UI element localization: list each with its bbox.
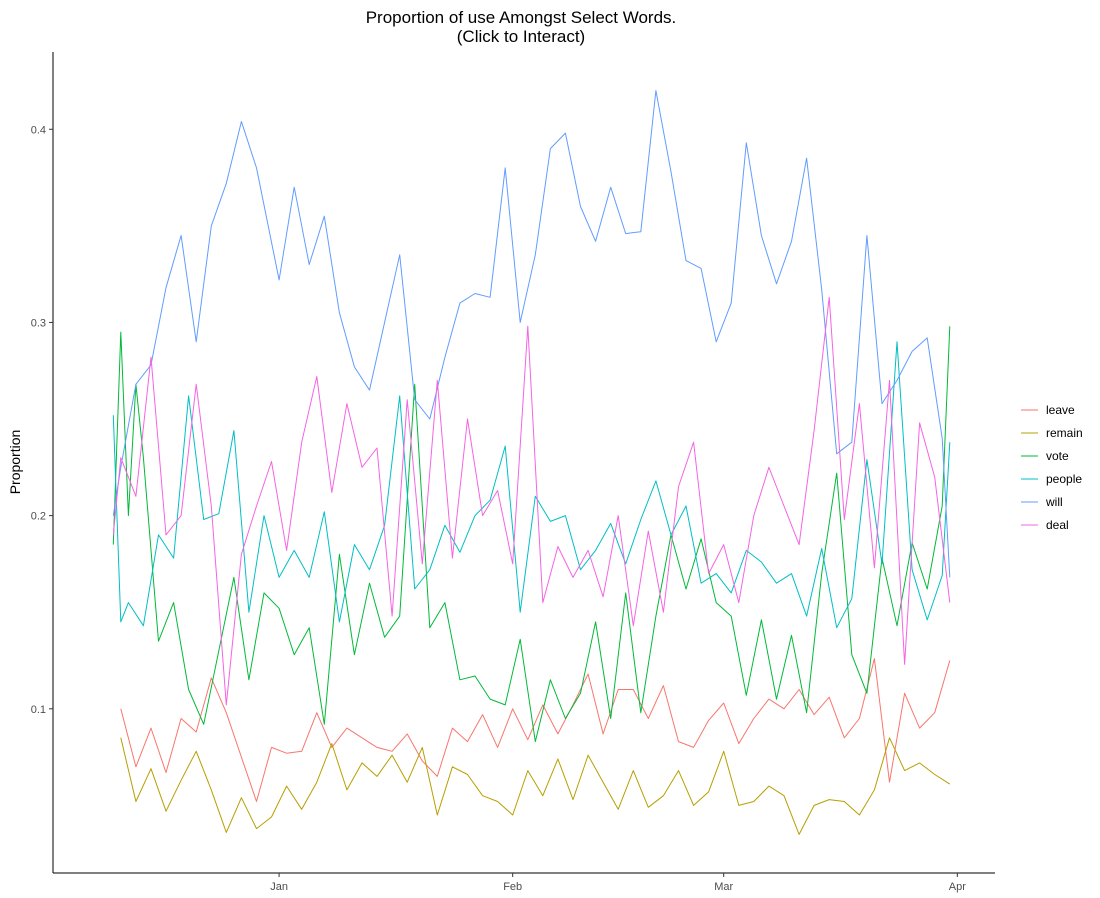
chart-title-line-2[interactable]: (Click to Interact) bbox=[457, 27, 585, 46]
series-line-will[interactable] bbox=[112, 90, 951, 578]
series-line-leave[interactable] bbox=[120, 658, 951, 802]
y-tick-label: 0.4 bbox=[31, 124, 46, 136]
legend-label-people[interactable]: people bbox=[1046, 472, 1082, 486]
y-tick-label: 0.3 bbox=[31, 317, 46, 329]
plot-area bbox=[112, 90, 951, 835]
legend-label-deal[interactable]: deal bbox=[1046, 518, 1069, 532]
y-axis-title: Proportion bbox=[7, 430, 23, 495]
legend: leave remain vote people will deal bbox=[1021, 403, 1083, 532]
x-tick-label: Jan bbox=[270, 881, 288, 893]
y-axis-ticks: 0.1 0.2 0.3 0.4 bbox=[31, 124, 53, 716]
legend-label-leave[interactable]: leave bbox=[1046, 403, 1075, 417]
chart-title-line-1: Proportion of use Amongst Select Words. bbox=[366, 8, 677, 27]
y-tick-label: 0.2 bbox=[31, 511, 46, 523]
x-axis-ticks: Jan Feb Mar Apr bbox=[270, 873, 966, 893]
legend-label-remain[interactable]: remain bbox=[1046, 426, 1083, 440]
x-tick-label: Feb bbox=[503, 881, 522, 893]
series-line-remain[interactable] bbox=[120, 737, 951, 835]
series-line-vote[interactable] bbox=[112, 326, 951, 743]
series-line-deal[interactable] bbox=[112, 296, 951, 706]
legend-label-will[interactable]: will bbox=[1045, 495, 1063, 509]
x-tick-label: Apr bbox=[949, 881, 966, 893]
x-tick-label: Mar bbox=[714, 881, 733, 893]
y-tick-label: 0.1 bbox=[31, 704, 46, 716]
series-line-people[interactable] bbox=[112, 341, 951, 629]
legend-label-vote[interactable]: vote bbox=[1046, 449, 1069, 463]
